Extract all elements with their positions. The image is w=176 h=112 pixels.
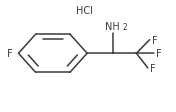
Text: F: F [150, 63, 156, 73]
Text: HCl: HCl [76, 6, 93, 16]
Text: NH: NH [105, 22, 120, 32]
Text: F: F [152, 35, 157, 45]
Text: F: F [156, 49, 162, 59]
Text: 2: 2 [122, 23, 127, 32]
Text: F: F [7, 49, 13, 59]
